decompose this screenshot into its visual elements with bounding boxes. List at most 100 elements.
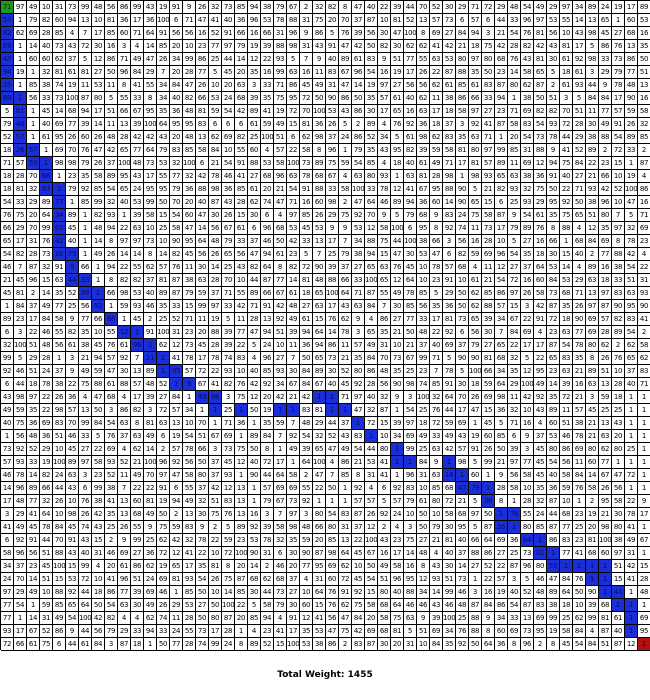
grid-cell: 32 [508,404,521,417]
grid-cell: 47 [144,53,157,66]
grid-cell: 54 [105,599,118,612]
grid-cell: 51 [274,131,287,144]
grid-cell: 41 [378,456,391,469]
grid-cell: 30 [287,547,300,560]
grid-cell: 25 [248,131,261,144]
grid-cell: 95 [157,183,170,196]
grid-cell: 44 [66,638,79,651]
grid-cell: 9 [521,430,534,443]
grid-cell: 54 [287,183,300,196]
grid-cell: 56 [170,27,183,40]
grid-cell: 69 [521,105,534,118]
grid-cell: 40 [560,170,573,183]
path-cell: 14 [443,469,456,482]
grid-cell: 24 [40,365,53,378]
grid-cell: 54 [14,599,27,612]
grid-cell: 53 [638,14,650,27]
grid-cell: 32 [534,495,547,508]
grid-cell: 43 [79,534,92,547]
grid-cell: 8 [235,638,248,651]
grid-cell: 31 [261,547,274,560]
grid-cell: 71 [183,14,196,27]
grid-cell: 73 [547,287,560,300]
grid-cell: 34 [157,79,170,92]
path-cell: 1 [287,404,300,417]
path-cell: 53 [1,14,14,27]
grid-cell: 37 [456,339,469,352]
grid-cell: 52 [118,456,131,469]
grid-cell: 33 [27,456,40,469]
grid-cell: 100 [144,118,157,131]
grid-cell: 37 [339,261,352,274]
grid-cell: 96 [495,248,508,261]
grid-cell: 10 [378,14,391,27]
grid-cell: 19 [157,1,170,14]
grid-cell: 35 [521,248,534,261]
grid-cell: 66 [313,521,326,534]
grid-cell: 25 [417,443,430,456]
grid-cell: 94 [144,625,157,638]
grid-cell: 60 [27,53,40,66]
grid-cell: 91 [261,300,274,313]
grid-cell: 64 [300,456,313,469]
grid-cell: 81 [300,118,313,131]
grid-cell: 51 [27,339,40,352]
grid-cell: 90 [586,586,599,599]
path-cell: 36 [482,495,495,508]
grid-cell: 69 [443,339,456,352]
grid-cell: 6 [443,248,456,261]
grid-cell: 94 [261,248,274,261]
grid-cell: 38 [547,599,560,612]
grid-cell: 56 [209,222,222,235]
grid-cell: 49 [183,495,196,508]
grid-cell: 45 [534,469,547,482]
grid-cell: 77 [196,66,209,79]
grid-cell: 44 [547,508,560,521]
grid-cell: 33 [352,274,365,287]
grid-cell: 40 [365,1,378,14]
grid-cell: 55 [183,482,196,495]
grid-cell: 44 [560,131,573,144]
grid-cell: 69 [508,625,521,638]
grid-cell: 35 [456,131,469,144]
grid-cell: 40 [456,534,469,547]
grid-cell: 33 [417,313,430,326]
grid-cell: 76 [79,495,92,508]
grid-cell: 85 [235,183,248,196]
grid-cell: 37 [105,157,118,170]
grid-cell: 8 [508,638,521,651]
grid-cell: 30 [391,300,404,313]
grid-cell: 56 [547,27,560,40]
grid-cell: 39 [300,443,313,456]
grid-cell: 9 [66,625,79,638]
grid-cell: 41 [209,378,222,391]
grid-cell: 59 [196,287,209,300]
grid-cell: 75 [40,638,53,651]
grid-cell: 50 [573,586,586,599]
grid-cell: 44 [248,274,261,287]
grid-cell: 23 [287,248,300,261]
grid-cell: 11 [196,313,209,326]
grid-cell: 30 [92,40,105,53]
grid-cell: 45 [1,287,14,300]
grid-cell: 81 [456,144,469,157]
grid-cell: 34 [495,612,508,625]
grid-cell: 13 [638,79,650,92]
grid-cell: 86 [131,560,144,573]
grid-cell: 41 [105,495,118,508]
grid-cell: 81 [443,313,456,326]
grid-cell: 58 [300,144,313,157]
grid-cell: 32 [378,391,391,404]
grid-cell: 17 [144,170,157,183]
grid-cell: 54 [352,157,365,170]
grid-cell: 37 [443,118,456,131]
grid-cell: 79 [79,157,92,170]
grid-cell: 65 [365,261,378,274]
grid-cell: 56 [183,456,196,469]
grid-cell: 87 [443,66,456,79]
grid-cell: 54 [352,443,365,456]
grid-cell: 40 [40,40,53,53]
grid-cell: 62 [573,612,586,625]
grid-cell: 99 [1,352,14,365]
grid-cell: 28 [222,625,235,638]
